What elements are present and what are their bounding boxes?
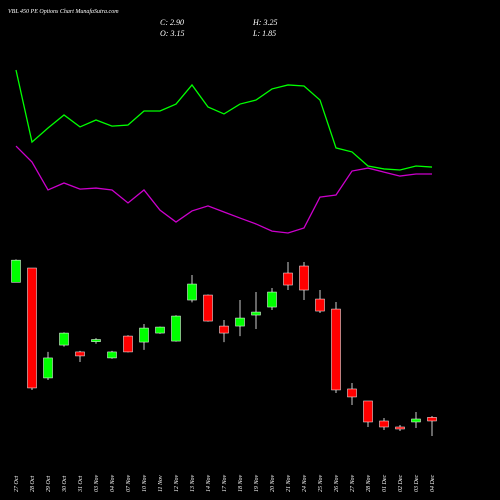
indicator-line: [15, 69, 433, 171]
x-tick-label: 29 Oct: [46, 476, 52, 492]
candle-body: [315, 298, 325, 312]
x-tick-label: 19 Nov: [254, 474, 260, 492]
candle-body: [363, 400, 373, 423]
x-tick-label: 14 Nov: [205, 474, 212, 492]
x-tick-label: 24 Nov: [301, 474, 308, 492]
candle-body: [43, 357, 53, 379]
x-tick-label: 01 Dec: [382, 475, 388, 492]
candle-body: [427, 417, 437, 422]
close-info: C: 2.90: [160, 18, 184, 27]
candle-body: [267, 291, 277, 308]
x-tick-label: 26 Nov: [334, 474, 340, 492]
x-tick-label: 28 Oct: [30, 476, 36, 492]
x-tick-label: 13 Nov: [190, 474, 196, 492]
x-tick-label: 27 Oct: [14, 476, 20, 492]
candle-body: [299, 265, 309, 291]
x-tick-label: 20 Nov: [270, 474, 276, 492]
candle-body: [91, 339, 101, 342]
x-tick-label: 03 Nov: [94, 474, 100, 492]
candle-body: [331, 308, 341, 391]
x-tick-label: 02 Dec: [398, 475, 404, 492]
x-tick-label: 04 Dec: [429, 475, 436, 492]
candle-body: [379, 420, 389, 428]
x-tick-label: 27 Nov: [350, 474, 356, 492]
candle-body: [251, 311, 261, 316]
candle-body: [107, 351, 117, 359]
x-tick-label: 30 Oct: [62, 476, 68, 493]
candle-body: [347, 388, 357, 398]
candle-body: [283, 272, 293, 286]
x-tick-label: 25 Nov: [318, 474, 324, 492]
candle-body: [235, 317, 245, 327]
x-tick-label: 10 Nov: [142, 474, 148, 492]
x-tick-label: 18 Nov: [238, 474, 244, 492]
x-tick-label: 03 Dec: [414, 475, 420, 492]
candle-body: [59, 332, 69, 346]
candle-body: [27, 267, 37, 389]
x-tick-label: 04 Nov: [109, 474, 116, 492]
x-tick-label: 28 Nov: [366, 474, 372, 492]
x-tick-label: 12 Nov: [174, 474, 180, 492]
candle-body: [187, 283, 197, 301]
open-info: O: 3.15: [160, 29, 184, 38]
x-tick-label: 11 Nov: [158, 475, 164, 492]
x-tick-label: 21 Nov: [286, 474, 292, 492]
indicator-line: [15, 145, 432, 234]
candle-body: [411, 418, 421, 423]
candle-body: [11, 259, 21, 283]
high-info: H: 3.25: [252, 18, 277, 27]
candle-body: [123, 335, 133, 353]
x-tick-label: 17 Nov: [222, 474, 228, 492]
candle-body: [155, 326, 165, 334]
candle-body: [139, 327, 149, 343]
x-tick-label: 31 Oct: [78, 476, 84, 493]
candle-body: [171, 315, 181, 342]
chart-title: VBL 450 PE Options Chart MunafaSutra.com: [8, 8, 119, 15]
candle-body: [75, 351, 85, 357]
low-info: L: 1.85: [252, 29, 276, 38]
x-tick-label: 07 Nov: [126, 474, 132, 492]
candle-body: [395, 426, 405, 430]
candle-body: [203, 294, 213, 322]
candle-body: [219, 325, 229, 334]
